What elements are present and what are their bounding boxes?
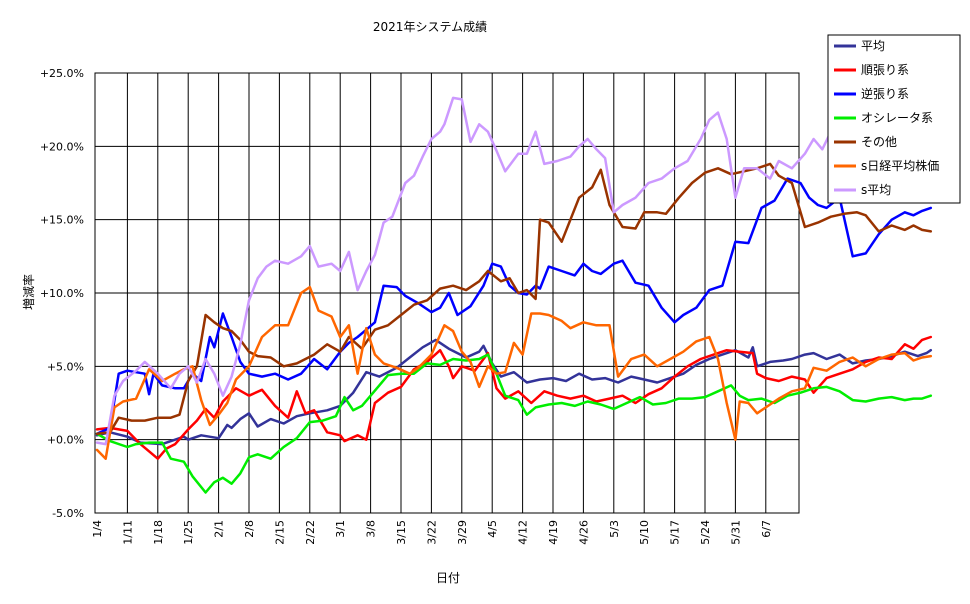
legend-label: 平均 xyxy=(861,39,885,53)
legend-label: s日経平均株価 xyxy=(861,158,939,173)
series-lines xyxy=(95,96,933,494)
legend-label: 順張り系 xyxy=(861,63,909,77)
series-line-3 xyxy=(95,177,933,436)
x-tick-label: 6/7 xyxy=(760,520,773,538)
series-line-6 xyxy=(95,285,933,460)
x-tick-label: 2/15 xyxy=(273,520,286,545)
x-tick-label: 1/18 xyxy=(152,520,165,545)
x-axis-ticks: 1/4 1/11 1/18 1/25 2/1 2/8 2/15 2/22 3/1 3/8 3/15 3… xyxy=(91,520,773,545)
series-line-2 xyxy=(95,335,933,460)
legend-label: オシレータ系 xyxy=(861,111,933,125)
y-axis-ticks: +25.0% +20.0% +15.0% +10.0% +5.0% +0.0% -5.0% xyxy=(40,67,84,520)
x-tick-label: 2/8 xyxy=(243,520,256,538)
legend-label: その他 xyxy=(861,135,897,149)
y-tick-label: +15.0% xyxy=(40,214,84,227)
x-tick-label: 2/22 xyxy=(304,520,317,545)
series-line-7 xyxy=(95,96,933,446)
series-line-1 xyxy=(95,338,933,446)
x-tick-label: 3/1 xyxy=(334,520,347,538)
horizontal-gridlines xyxy=(95,145,799,441)
x-tick-label: 5/10 xyxy=(638,520,651,545)
x-tick-label: 1/25 xyxy=(182,520,195,545)
legend-label: s平均 xyxy=(861,183,891,197)
x-tick-label: 1/11 xyxy=(121,520,134,545)
chart-title: 2021年システム成績 xyxy=(373,20,487,34)
y-tick-label: +10.0% xyxy=(40,287,84,300)
y-tick-label: -5.0% xyxy=(52,507,84,520)
y-tick-label: +0.0% xyxy=(47,434,84,447)
x-axis-label: 日付 xyxy=(436,571,460,585)
x-tick-label: 5/17 xyxy=(669,520,682,545)
y-tick-label: +5.0% xyxy=(47,360,84,373)
series-line-5 xyxy=(95,162,933,436)
x-tick-label: 1/4 xyxy=(91,520,104,538)
y-axis-label: 増減率 xyxy=(21,274,36,310)
x-tick-label: 3/29 xyxy=(456,520,469,545)
y-tick-label: +20.0% xyxy=(40,140,84,153)
x-tick-label: 3/15 xyxy=(395,520,408,545)
x-tick-label: 4/5 xyxy=(486,520,499,538)
x-tick-label: 5/24 xyxy=(699,520,712,545)
x-tick-label: 5/3 xyxy=(608,520,621,538)
x-tick-label: 4/12 xyxy=(517,520,530,545)
legend-label: 逆張り系 xyxy=(861,86,909,101)
x-tick-label: 4/26 xyxy=(577,520,590,545)
x-tick-label: 3/8 xyxy=(365,520,378,538)
x-tick-label: 4/19 xyxy=(547,520,560,545)
y-tick-label: +25.0% xyxy=(40,67,84,80)
x-tick-label: 2/1 xyxy=(213,520,226,538)
x-tick-label: 5/31 xyxy=(729,520,742,545)
x-tick-label: 3/22 xyxy=(425,520,438,545)
